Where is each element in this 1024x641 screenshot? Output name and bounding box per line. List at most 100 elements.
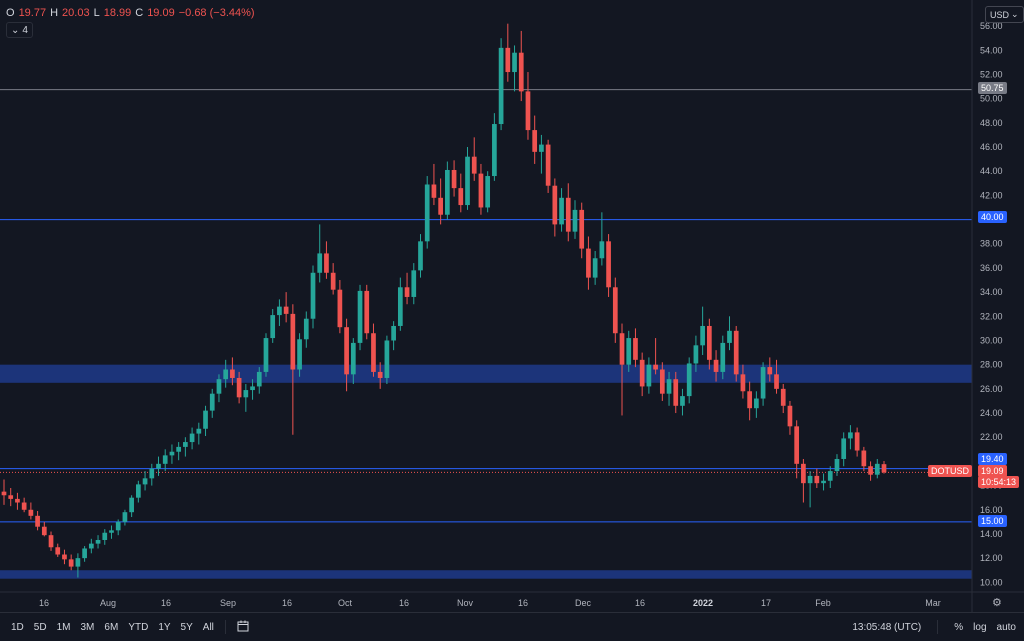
candle-body [760, 367, 766, 399]
candle-body [713, 359, 719, 372]
candle-body [364, 290, 370, 334]
percent-toggle[interactable]: % [954, 621, 964, 633]
candle-body [451, 169, 457, 189]
log-toggle[interactable]: log [973, 621, 987, 633]
timeframe-1m[interactable]: 1M [56, 621, 71, 633]
auto-toggle[interactable]: auto [996, 621, 1016, 633]
candle-body [545, 144, 551, 186]
candle-body [780, 388, 786, 406]
ohlc-legend: O 19.77 H 20.03 L 18.99 C 19.09 −0.68 (−3.44… [6, 7, 255, 19]
candle-body [512, 52, 517, 73]
candle-body [612, 287, 618, 334]
candle-body [539, 144, 544, 152]
price-tick-label: 24.00 [980, 408, 1003, 418]
candle-body [223, 369, 229, 380]
candle-body [95, 540, 101, 544]
candle-body [136, 484, 141, 498]
price-tick-label: 50.00 [980, 94, 1003, 104]
candle-body [377, 371, 383, 378]
current-price-tag: 19.09 [978, 465, 1007, 477]
timeframe-1d[interactable]: 1D [11, 621, 24, 633]
time-tick-label: 17 [761, 598, 771, 608]
chevron-down-icon: ⌄ [11, 24, 20, 36]
candle-body [518, 52, 524, 92]
timeframe-all[interactable]: All [202, 621, 214, 633]
candle-body [397, 287, 403, 326]
candle-body [767, 367, 773, 375]
candle-body [418, 241, 423, 271]
price-tick-label: 52.00 [980, 69, 1003, 79]
candle-body [256, 371, 262, 387]
time-tick-label: Dec [575, 598, 592, 608]
close-label: C [135, 7, 144, 19]
support-zone-lower [0, 570, 972, 579]
candle-body [149, 468, 155, 479]
clock-label[interactable]: 13:05:48 (UTC) [852, 621, 922, 633]
time-tick-label: Mar [925, 598, 941, 608]
candle-body [350, 342, 356, 375]
candle-body [471, 156, 477, 174]
candle-body [572, 209, 578, 232]
candle-body [706, 325, 712, 360]
level-tag-1940: 19.40 [978, 453, 1007, 465]
candle-body [162, 455, 168, 464]
candle-body [337, 289, 343, 328]
divider [937, 620, 939, 634]
price-tick-label: 46.00 [980, 142, 1003, 152]
time-tick-label: Aug [100, 598, 116, 608]
timeframe-5y[interactable]: 5Y [180, 621, 193, 633]
price-tick-label: 30.00 [980, 335, 1003, 345]
candle-body [841, 438, 847, 459]
candle-body [445, 169, 450, 215]
date-range-icon[interactable] [232, 620, 254, 635]
candle-body [324, 253, 329, 273]
candle-body [88, 543, 94, 549]
price-tick-label: 14.00 [980, 529, 1003, 539]
open-label: O [6, 7, 15, 19]
indicator-count: 4 [22, 24, 28, 36]
currency-select[interactable]: USD ⌄ [985, 6, 1024, 23]
level-tag-15: 15.00 [978, 515, 1007, 527]
time-tick-label: 16 [282, 598, 292, 608]
time-tick-label: 16 [39, 598, 49, 608]
bottom-toolbar: 1D 5D 1M 3M 6M YTD 1Y 5Y All 13:05:48 (U… [0, 612, 1024, 641]
price-tick-label: 54.00 [980, 45, 1003, 55]
candle-body [297, 339, 302, 370]
candle-body [317, 253, 323, 273]
candle-body [109, 530, 114, 533]
candle-body [827, 471, 833, 481]
time-tick-label: 16 [518, 598, 528, 608]
candle-body [586, 248, 591, 278]
timeframe-1y[interactable]: 1Y [158, 621, 171, 633]
price-chart[interactable]: 56.00 54.00 52.00 50.00 48.00 46.00 44.00 42.00… [0, 0, 1024, 612]
candle-body [371, 333, 376, 372]
level-tag-40: 40.00 [978, 211, 1007, 223]
timeframe-6m[interactable]: 6M [104, 621, 119, 633]
candle-body [209, 393, 215, 411]
timeframe-ytd[interactable]: YTD [128, 621, 149, 633]
gear-icon[interactable]: ⚙ [992, 597, 1002, 609]
candle-body [834, 458, 840, 472]
divider [224, 620, 226, 634]
candle-body [659, 369, 665, 394]
candle-body [848, 432, 853, 439]
low-label: L [93, 7, 100, 19]
candle-body [646, 364, 652, 387]
indicators-toggle[interactable]: ⌄ 4 [6, 22, 33, 38]
symbol-tag: DOTUSD [928, 465, 972, 477]
candle-body [384, 340, 390, 378]
candle-body [357, 290, 363, 343]
candle-body [344, 327, 349, 375]
candle-body [277, 306, 282, 316]
high-label: H [50, 7, 59, 19]
candle-body [653, 364, 658, 370]
timeframe-5d[interactable]: 5D [33, 621, 47, 633]
candle-body [740, 374, 746, 392]
open-value: 19.77 [18, 7, 47, 19]
candle-body [532, 130, 538, 152]
candle-body [424, 184, 430, 242]
candle-body [243, 390, 249, 398]
price-tick-label: 48.00 [980, 118, 1003, 128]
timeframe-3m[interactable]: 3M [80, 621, 95, 633]
